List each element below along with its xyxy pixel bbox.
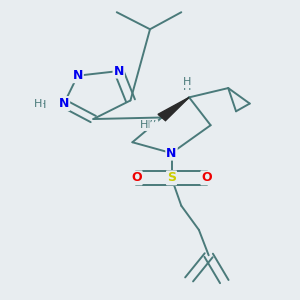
Text: O: O: [131, 171, 142, 184]
Text: H: H: [183, 77, 191, 88]
Text: O: O: [201, 171, 212, 184]
Text: N: N: [59, 97, 69, 110]
Text: H: H: [34, 99, 43, 109]
Text: N: N: [73, 69, 83, 82]
Text: H: H: [140, 120, 148, 130]
Text: N: N: [166, 147, 177, 160]
Text: H: H: [183, 82, 191, 92]
Text: H’’: H’’: [142, 120, 158, 130]
Text: S: S: [167, 171, 176, 184]
Polygon shape: [158, 98, 189, 121]
Text: H: H: [38, 100, 46, 110]
Text: N: N: [113, 64, 124, 78]
